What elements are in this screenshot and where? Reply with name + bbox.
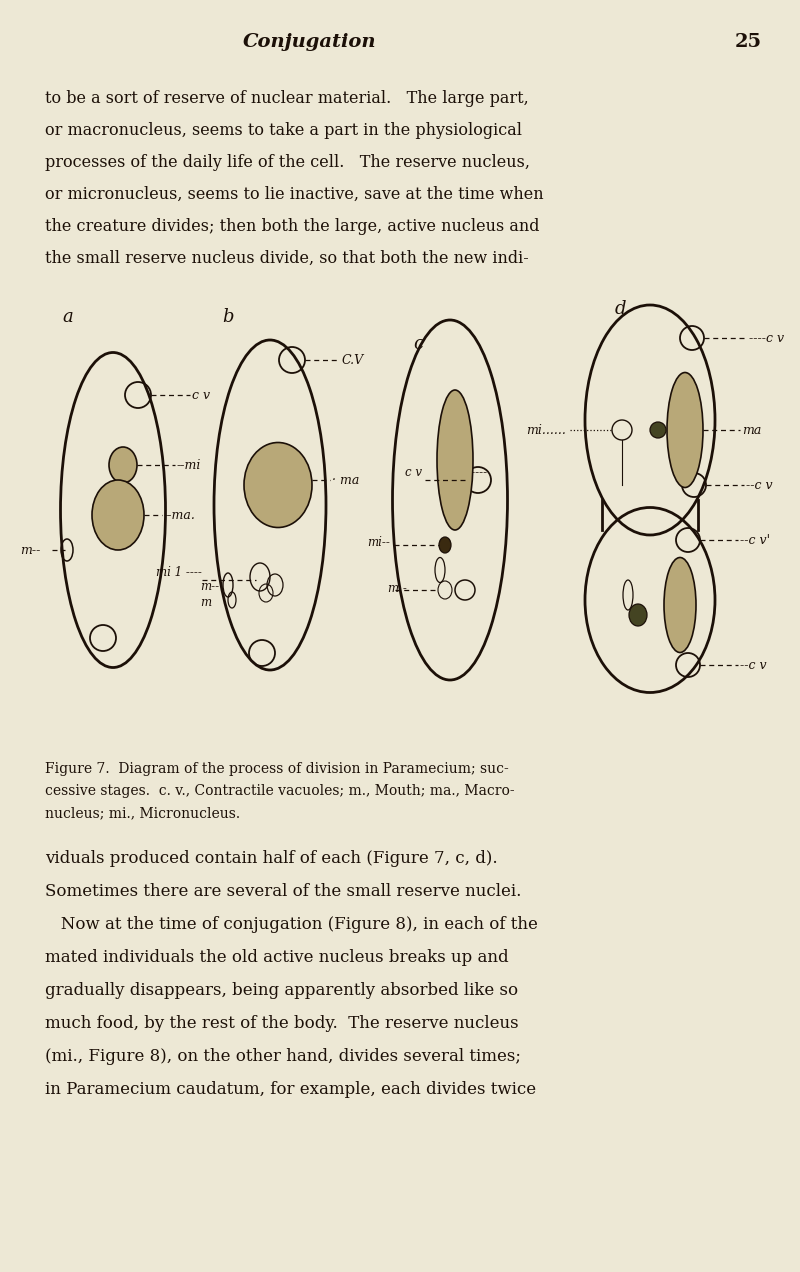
Text: d: d [614,300,626,318]
Text: a: a [62,308,74,326]
Ellipse shape [439,537,451,553]
Text: Conjugation: Conjugation [243,33,377,51]
Ellipse shape [109,446,137,483]
Text: ma: ma [742,424,762,438]
Text: or micronucleus, seems to lie inactive, save at the time when: or micronucleus, seems to lie inactive, … [45,186,544,204]
Text: 25: 25 [734,33,762,51]
Ellipse shape [629,604,647,626]
Text: c v: c v [192,389,210,402]
Text: Sometimes there are several of the small reserve nuclei.: Sometimes there are several of the small… [45,883,522,901]
Text: C.V: C.V [342,354,364,368]
Text: nucleus; mi., Micronucleus.: nucleus; mi., Micronucleus. [45,806,240,820]
Text: --c v: --c v [740,659,766,672]
Text: Now at the time of conjugation (Figure 8), in each of the: Now at the time of conjugation (Figure 8… [45,916,538,932]
Text: cessive stages.  c. v., Contractile vacuoles; m., Mouth; ma., Macro-: cessive stages. c. v., Contractile vacuo… [45,784,514,798]
Text: m------: m------ [452,467,487,480]
Text: mi--: mi-- [367,537,390,550]
Text: c v: c v [405,467,422,480]
Ellipse shape [664,557,696,653]
Text: processes of the daily life of the cell.   The reserve nucleus,: processes of the daily life of the cell.… [45,154,530,170]
Text: Figure 7.  Diagram of the process of division in Paramecium; suc-: Figure 7. Diagram of the process of divi… [45,762,509,776]
Ellipse shape [667,373,703,487]
Ellipse shape [650,422,666,438]
Text: c: c [413,335,423,354]
Text: in Paramecium caudatum, for example, each divides twice: in Paramecium caudatum, for example, eac… [45,1081,536,1098]
Text: m--: m-- [200,580,219,594]
Text: gradually disappears, being apparently absorbed like so: gradually disappears, being apparently a… [45,982,518,999]
Text: the small reserve nucleus divide, so that both the new indi-: the small reserve nucleus divide, so tha… [45,251,529,267]
Text: m--: m-- [20,544,40,557]
Ellipse shape [437,391,473,530]
Text: --mi: --mi [177,459,202,472]
Text: --c v': --c v' [740,534,770,547]
Text: s: s [468,468,473,477]
Text: to be a sort of reserve of nuclear material.   The large part,: to be a sort of reserve of nuclear mater… [45,90,529,107]
Text: mi......: mi...... [526,424,566,438]
Text: mi 1 ----: mi 1 ---- [156,566,202,580]
Text: --c v: --c v [746,480,773,492]
Text: · ma: · ma [332,474,359,487]
Text: the creature divides; then both the large, active nucleus and: the creature divides; then both the larg… [45,218,539,235]
Text: b: b [222,308,234,326]
Ellipse shape [92,480,144,550]
Text: m: m [200,595,211,608]
Text: mated individuals the old active nucleus breaks up and: mated individuals the old active nucleus… [45,949,509,965]
Text: or macronucleus, seems to take a part in the physiological: or macronucleus, seems to take a part in… [45,122,522,139]
Text: much food, by the rest of the body.  The reserve nucleus: much food, by the rest of the body. The … [45,1015,518,1032]
Text: m -: m - [388,581,407,594]
Ellipse shape [244,443,312,528]
Text: --ma.: --ma. [164,509,196,522]
Text: (mi., Figure 8), on the other hand, divides several times;: (mi., Figure 8), on the other hand, divi… [45,1048,521,1065]
Text: ----c v: ----c v [749,332,784,345]
Text: viduals produced contain half of each (Figure 7, c, d).: viduals produced contain half of each (F… [45,850,498,868]
